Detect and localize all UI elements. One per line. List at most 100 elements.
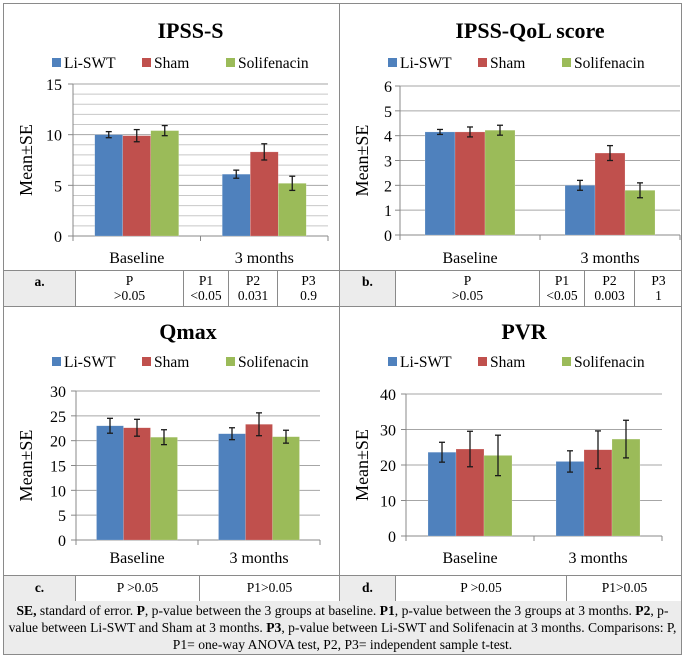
y-tick-label: 10 [46, 128, 62, 145]
table-a-p2-value: 0.031 [237, 288, 269, 303]
table-a-p3-value: 0.9 [300, 288, 317, 303]
legend-label: Li-SWT [64, 55, 116, 72]
legend-item: Solifenacin [562, 55, 645, 72]
y-tick-label: 2 [384, 178, 392, 195]
legend-label: Sham [490, 354, 525, 371]
bar-sham [250, 151, 279, 237]
legend-swatch-icon [562, 58, 571, 67]
chart-title: PVR [501, 319, 547, 344]
y-tick-label: 15 [50, 459, 66, 476]
y-tick-label: 25 [50, 409, 66, 426]
legend-label: Li-SWT [400, 354, 452, 371]
bar-solifenacin [150, 130, 179, 237]
legend-label: Sham [154, 354, 189, 371]
y-tick-label: 0 [388, 529, 396, 546]
y-tick-label: 5 [54, 178, 62, 195]
y-axis-label: Mean±SE [352, 429, 372, 501]
legend-item: Sham [478, 55, 525, 72]
y-tick-label: 10 [50, 483, 66, 500]
footnote-p-term: P [136, 603, 145, 618]
y-tick-label: 10 [380, 494, 396, 511]
table-b-p-value: >0.05 [451, 288, 484, 303]
footnote-p3-term: P3 [266, 620, 282, 635]
y-tick-label: 0 [54, 229, 62, 246]
legend-label: Solifenacin [238, 55, 309, 72]
bar-solifenacin [484, 129, 516, 236]
bar-solifenacin [272, 436, 300, 541]
chart-qmax: Qmax Li-SWT Sham Solifenacin 0 5 10 15 20 25 30 Mea… [16, 319, 321, 567]
table-a-p3: P3 0.9 [278, 271, 339, 306]
table-b-p2: P2 0.003 [585, 271, 635, 306]
y-axis-label: Mean±SE [16, 124, 36, 196]
y-tick-label: 15 [46, 77, 62, 94]
y-tick-label: 20 [380, 458, 396, 475]
x-category-label: 3 months [580, 250, 639, 267]
table-b-p1: P1 <0.05 [540, 271, 585, 306]
x-category-label: Baseline [109, 550, 164, 567]
legend-label: Li-SWT [64, 354, 116, 371]
x-category-label: Baseline [442, 250, 497, 267]
bar-li-swt [564, 185, 596, 236]
table-b-p2-head: P2 [602, 273, 617, 288]
y-tick-label: 3 [384, 154, 392, 171]
table-a-p2: P2 0.031 [229, 271, 278, 306]
bar-li-swt [222, 173, 251, 237]
x-category-label: 3 months [568, 550, 627, 567]
legend-item: Li-SWT [52, 55, 116, 72]
table-a-p1-value: <0.05 [190, 288, 222, 303]
legend-item: Solifenacin [226, 55, 309, 72]
y-tick-label: 30 [380, 423, 396, 440]
legend-label: Solifenacin [574, 55, 645, 72]
y-tick-label: 1 [384, 203, 392, 220]
table-c-label: c. [4, 576, 76, 601]
x-category-label: 3 months [235, 250, 294, 267]
legend-swatch-icon [478, 58, 487, 67]
legend-label: Sham [490, 55, 525, 72]
table-a-p2-head: P2 [245, 273, 261, 288]
table-d-p1: P1>0.05 [601, 580, 648, 595]
bar-li-swt [218, 433, 246, 541]
chart-title: IPSS-QoL score [455, 18, 605, 43]
table-a-p-value: >0.05 [113, 288, 146, 303]
table-d-label: d. [340, 576, 396, 601]
bar-sham [122, 135, 151, 237]
legend-item: Sham [142, 354, 189, 371]
legend-swatch-icon [226, 357, 235, 366]
legend-swatch-icon [478, 357, 487, 366]
y-tick-label: 0 [384, 228, 392, 245]
legend-swatch-icon [52, 357, 61, 366]
legend-item: Solifenacin [226, 354, 309, 371]
table-a-label: a. [4, 271, 76, 306]
y-tick-label: 5 [58, 508, 66, 525]
table-a-p1-head: P1 [198, 273, 214, 288]
legend-item: Sham [142, 55, 189, 72]
table-b-p-head: P [463, 273, 472, 288]
table-b-p3-head: P3 [651, 273, 666, 288]
table-c-p: P >0.05 [76, 576, 200, 601]
footnote-p1-term: P1 [379, 603, 395, 618]
table-b-p1-value: <0.05 [546, 288, 578, 303]
footnote-se-term: SE, [16, 603, 37, 618]
y-tick-label: 40 [380, 387, 396, 404]
table-b-p3: P3 1 [635, 271, 682, 306]
chart-pvr: PVR Li-SWT Sham Solifenacin 0 10 20 30 40 Mean±SE… [352, 319, 663, 567]
divider-vertical [339, 3, 340, 601]
table-a-p1: P1 <0.05 [184, 271, 229, 306]
bar-li-swt [94, 134, 123, 237]
table-b-label: b. [340, 271, 396, 306]
x-category-label: Baseline [109, 250, 164, 267]
chart-title: IPSS-S [157, 18, 223, 43]
divider-table-a-top [3, 270, 682, 271]
legend-label: Li-SWT [400, 55, 452, 72]
table-b-p2-value: 0.003 [594, 288, 625, 303]
legend-swatch-icon [562, 357, 571, 366]
footnote-se-text: standard of error. [36, 603, 137, 618]
footnote-p2-term: P2 [635, 603, 651, 618]
y-axis-label: Mean±SE [352, 125, 372, 197]
footnote-p3-text: , p-value between Li-SWT and Solifenacin… [172, 620, 677, 652]
figure-footnote: SE, standard of error. P , p-value betwee… [4, 601, 681, 654]
bar-sham [454, 131, 486, 236]
table-a-p: P >0.05 [76, 271, 184, 306]
legend-item: Li-SWT [388, 55, 452, 72]
